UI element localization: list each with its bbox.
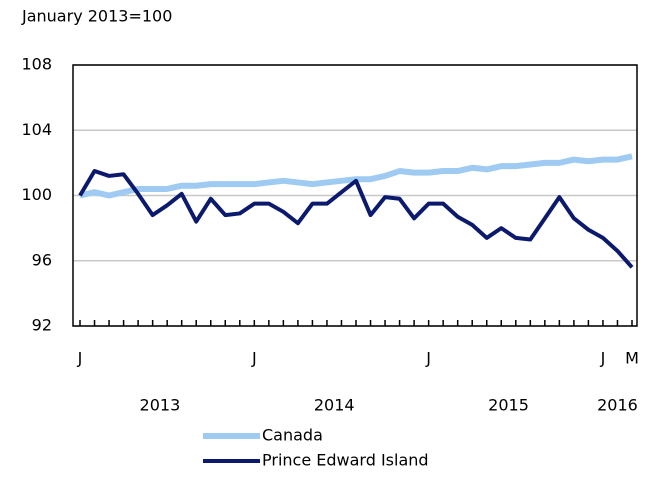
legend-label: Canada [262, 426, 323, 445]
x-tick-label: J [600, 349, 606, 368]
y-tick-label: 108 [21, 55, 52, 74]
series-line [78, 169, 634, 269]
year-label: 2016 [597, 396, 638, 415]
x-tick-label: J [77, 349, 83, 368]
year-label: 2013 [140, 396, 181, 415]
plot-frame [72, 64, 638, 327]
x-tick-label: M [625, 349, 639, 368]
legend-label: Prince Edward Island [262, 451, 429, 470]
y-tick-label: 92 [32, 316, 52, 335]
chart-subtitle: January 2013=100 [21, 7, 172, 26]
y-tick-label: 100 [21, 185, 52, 204]
x-tick-label: J [425, 349, 431, 368]
year-label: 2015 [488, 396, 529, 415]
y-tick-label: 104 [21, 120, 52, 139]
x-tick-label: J [251, 349, 257, 368]
series-line [79, 153, 633, 199]
year-label: 2014 [314, 396, 355, 415]
y-tick-label: 96 [32, 250, 52, 269]
